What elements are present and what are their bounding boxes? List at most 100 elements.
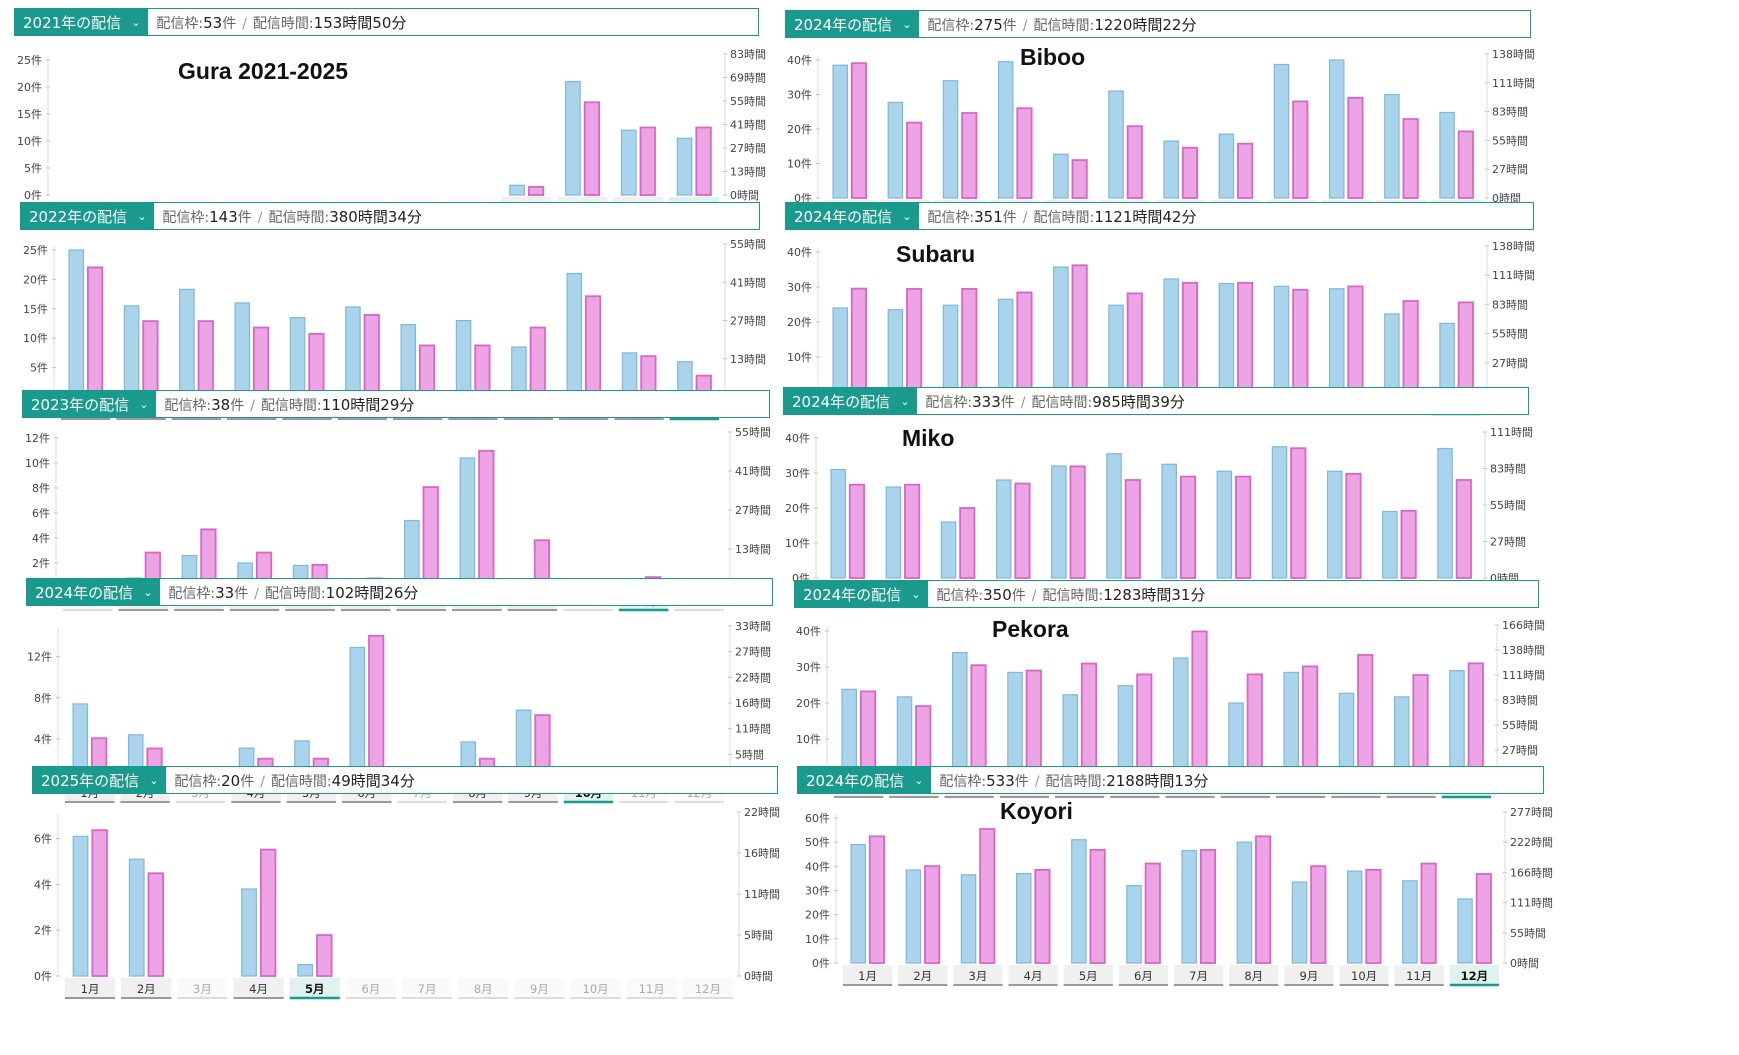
- time-label: 配信時間:: [264, 585, 326, 602]
- month-tab[interactable]: [682, 978, 733, 998]
- month-tab-label: 4月: [249, 982, 268, 996]
- year-dropdown[interactable]: 2023年の配信 ⌄: [23, 391, 157, 417]
- count-value: 350: [983, 585, 1012, 604]
- month-tab[interactable]: [570, 978, 621, 998]
- year-label: 2025年の配信: [41, 771, 140, 790]
- time-label: 配信時間:: [1042, 587, 1104, 604]
- count-bar: [128, 858, 145, 977]
- month-tab[interactable]: [953, 965, 1003, 985]
- month-tab[interactable]: [1229, 965, 1279, 985]
- time-bar: [1016, 107, 1033, 199]
- month-tab[interactable]: [345, 978, 396, 998]
- month-tab[interactable]: [1449, 965, 1499, 985]
- month-tab[interactable]: [1394, 965, 1444, 985]
- time-bar: [959, 507, 976, 579]
- month-tab[interactable]: [1339, 965, 1389, 985]
- time-bar: [1126, 292, 1143, 393]
- time-label: 配信時間:: [270, 773, 332, 790]
- left-tick-label: 10件: [796, 733, 821, 746]
- month-tab-label: 6月: [1134, 969, 1153, 983]
- month-tab[interactable]: [1008, 965, 1058, 985]
- count-bar: [1181, 850, 1197, 964]
- count-bar: [995, 479, 1012, 579]
- time-bar: [1357, 654, 1374, 776]
- right-tick-label: 69時間: [730, 72, 766, 85]
- time-bar: [1345, 472, 1362, 579]
- count-bar: [1218, 133, 1235, 199]
- month-tab[interactable]: [289, 978, 340, 998]
- count-bar: [1439, 111, 1455, 199]
- year-dropdown[interactable]: 2024年の配信 ⌄: [795, 581, 929, 607]
- month-tab[interactable]: [458, 978, 509, 998]
- right-tick-label: 138時間: [1502, 644, 1545, 657]
- month-tab-label: 6月: [362, 982, 381, 996]
- count-value: 351: [974, 207, 1003, 226]
- month-tab-label: 5月: [1079, 969, 1098, 983]
- count-unit: 件: [240, 773, 255, 790]
- right-tick-label: 111時間: [1492, 77, 1535, 90]
- count-bar: [241, 888, 257, 977]
- count-bar: [1071, 839, 1087, 964]
- month-tab-label: 9月: [530, 982, 549, 996]
- year-label: 2021年の配信: [23, 13, 122, 32]
- time-bar: [859, 690, 877, 776]
- year-dropdown[interactable]: 2025年の配信 ⌄: [33, 767, 167, 793]
- month-tab[interactable]: [898, 965, 948, 985]
- right-tick-label: 0時間: [730, 189, 759, 202]
- count-bar: [1439, 322, 1455, 393]
- month-tab[interactable]: [626, 978, 677, 998]
- chevron-down-icon: ⌄: [137, 209, 147, 223]
- time-value: 380時間34分: [329, 207, 422, 226]
- month-tab[interactable]: [514, 978, 565, 998]
- time-bar: [1301, 665, 1319, 776]
- right-tick-label: 27時間: [1492, 163, 1528, 176]
- stats-line: 配信枠:33件 / 配信時間:102時間26分: [160, 582, 418, 603]
- count-unit: 件: [222, 15, 237, 32]
- left-tick-label: 5件: [24, 162, 42, 175]
- count-bar: [887, 101, 904, 199]
- month-tab[interactable]: [1174, 965, 1224, 985]
- count-bar: [832, 307, 848, 393]
- left-tick-label: 8件: [34, 692, 52, 705]
- count-bar: [887, 309, 904, 393]
- month-tab[interactable]: [402, 978, 453, 998]
- right-tick-label: 27時間: [1490, 536, 1526, 549]
- count-label: 配信枠:: [925, 394, 973, 411]
- month-tab[interactable]: [1063, 965, 1113, 985]
- time-bar: [91, 829, 108, 977]
- month-tab-label: 9月: [1300, 969, 1319, 983]
- month-tab[interactable]: [843, 965, 893, 985]
- year-dropdown[interactable]: 2024年の配信 ⌄: [786, 203, 920, 229]
- overlay-name-label: Biboo: [1020, 44, 1086, 70]
- year-dropdown[interactable]: 2024年の配信 ⌄: [786, 11, 920, 37]
- left-tick-label: 20件: [787, 316, 812, 329]
- right-tick-label: 0時間: [744, 970, 773, 983]
- count-bar: [1108, 304, 1124, 393]
- month-tab[interactable]: [233, 978, 284, 998]
- month-tab[interactable]: [177, 978, 228, 998]
- year-dropdown[interactable]: 2022年の配信 ⌄: [21, 203, 155, 229]
- overlay-name-label: Subaru: [896, 241, 976, 267]
- chevron-down-icon: ⌄: [911, 587, 921, 601]
- month-tab[interactable]: [1284, 965, 1334, 985]
- count-bar: [1437, 447, 1453, 579]
- panel-header: 2024年の配信 ⌄ 配信枠:351件 / 配信時間:1121時間42分: [785, 202, 1534, 230]
- time-bar: [1292, 288, 1309, 393]
- year-dropdown[interactable]: 2024年の配信 ⌄: [798, 767, 932, 793]
- count-bar: [850, 843, 866, 964]
- time-bar: [1179, 475, 1197, 579]
- panel-header: 2024年の配信 ⌄ 配信枠:533件 / 配信時間:2188時間13分: [797, 766, 1544, 794]
- time-bar: [1069, 465, 1086, 579]
- year-dropdown[interactable]: 2021年の配信 ⌄: [15, 9, 149, 35]
- count-bar: [1172, 657, 1189, 776]
- count-bar: [1384, 93, 1400, 199]
- month-tab[interactable]: [65, 978, 116, 998]
- left-tick-label: 20件: [805, 909, 830, 922]
- month-tab[interactable]: [1118, 965, 1168, 985]
- month-tab[interactable]: [121, 978, 172, 998]
- year-dropdown[interactable]: 2024年の配信 ⌄: [27, 579, 161, 605]
- left-tick-label: 0件: [794, 192, 812, 205]
- year-dropdown[interactable]: 2024年の配信 ⌄: [784, 388, 918, 414]
- time-value: 1283時間31分: [1103, 585, 1206, 604]
- time-bar: [1136, 673, 1153, 776]
